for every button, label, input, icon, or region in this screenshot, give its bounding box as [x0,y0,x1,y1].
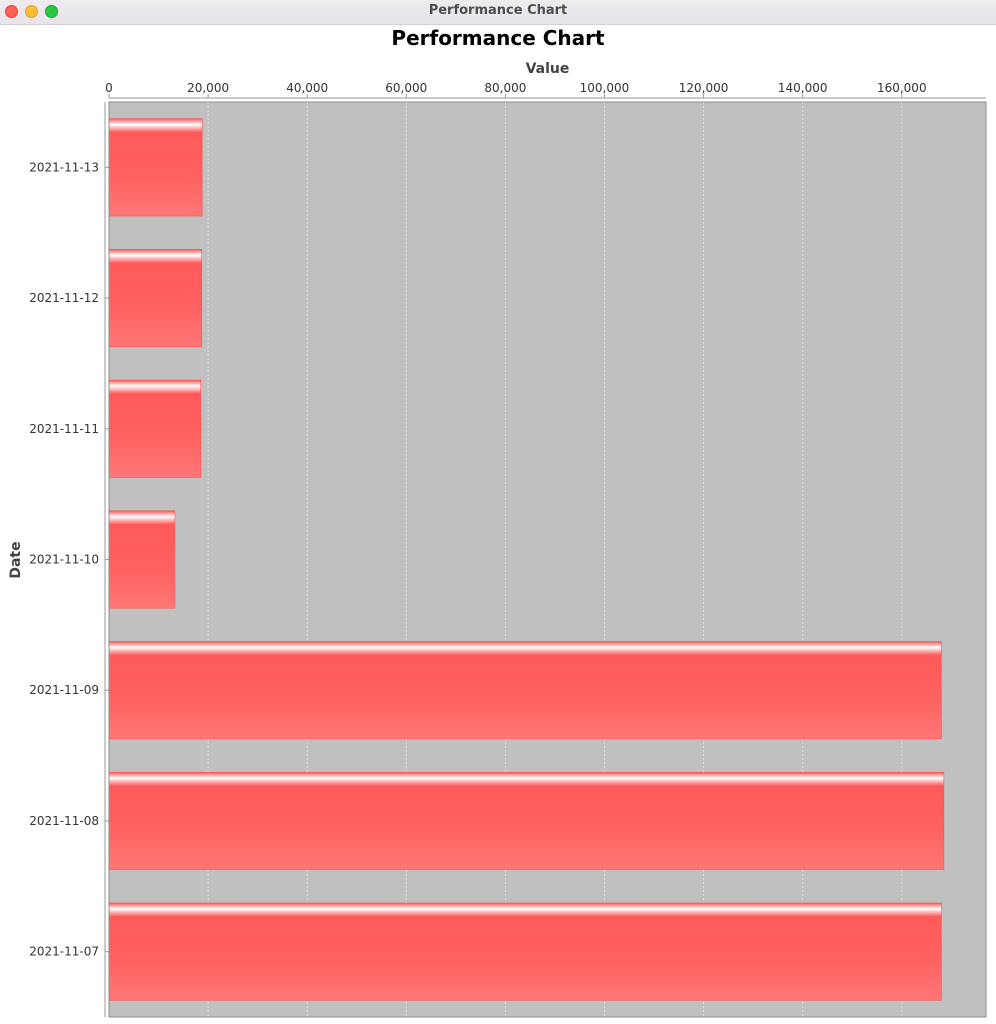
y-tick-label: 2021-11-08 [29,814,99,828]
bar [108,379,201,478]
x-tick-label: 40,000 [286,81,328,95]
maximize-window-button[interactable] [45,5,58,18]
bars [108,118,945,1001]
bar [108,771,945,870]
x-tick-label: 160,000 [877,81,927,95]
x-tick-label: 100,000 [580,81,630,95]
x-tick-label: 80,000 [484,81,526,95]
minimize-window-button[interactable] [25,5,38,18]
x-tick-label: 0 [105,81,113,95]
bar [108,118,203,217]
y-tick-label: 2021-11-11 [29,422,99,436]
x-tick-label: 20,000 [187,81,229,95]
title-bar: Performance Chart [0,0,996,25]
y-tick-label: 2021-11-10 [29,553,99,567]
y-tick-label: 2021-11-09 [29,683,99,697]
y-tick-label: 2021-11-12 [29,291,99,305]
x-tick-label: 60,000 [385,81,427,95]
bar [108,249,202,348]
x-axis-label: Value [525,61,570,77]
axes: 0 20,000 40,000 60,000 80,000 100,000 120,000 1… [29,81,987,1018]
plot-area [109,102,986,1017]
y-tick-label: 2021-11-13 [29,160,99,174]
chart-title: Performance Chart [391,26,605,50]
bar [108,641,942,740]
bar [108,902,942,1001]
window-title: Performance Chart [428,3,568,18]
bar [108,510,176,609]
gridlines [207,102,903,1017]
x-tick-label: 140,000 [778,81,828,95]
x-tick-label: 120,000 [679,81,729,95]
y-tick-label: 2021-11-07 [29,945,99,959]
close-window-button[interactable] [5,5,18,18]
